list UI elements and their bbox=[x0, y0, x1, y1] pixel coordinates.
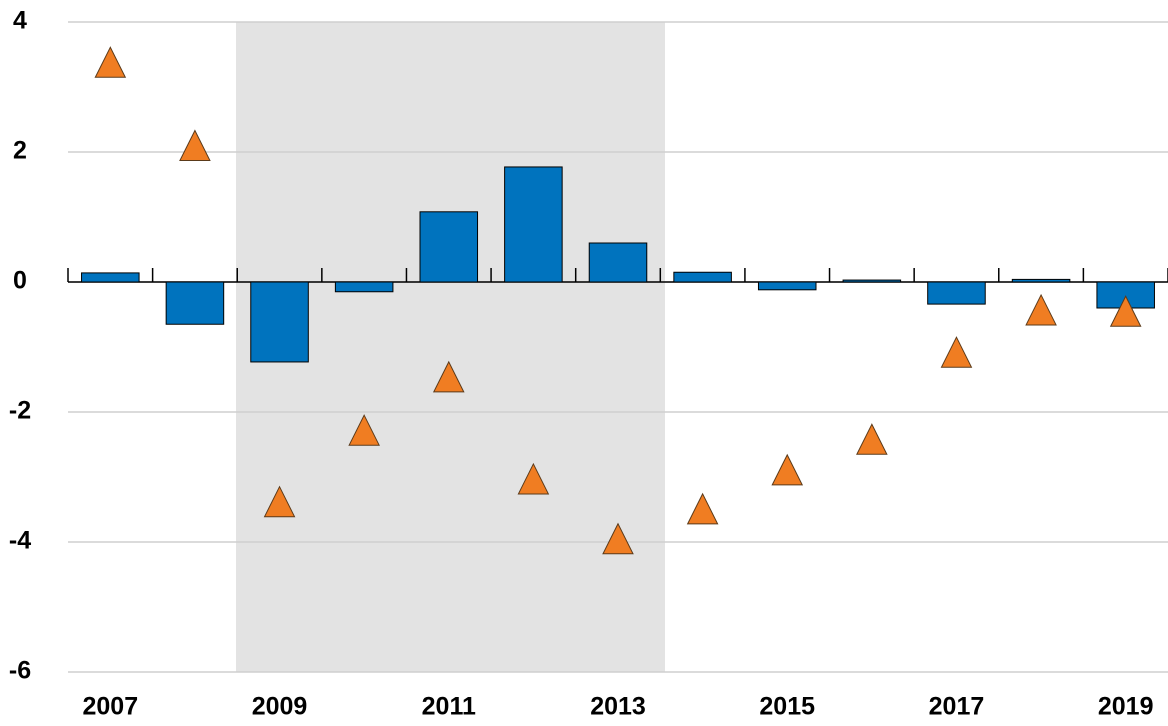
x-tick-label: 2011 bbox=[422, 693, 476, 721]
bar bbox=[673, 271, 732, 283]
bar bbox=[504, 166, 563, 283]
triangle-marker bbox=[263, 485, 296, 518]
y-tick-label: 2 bbox=[13, 137, 27, 165]
triangle-marker bbox=[602, 522, 634, 555]
y-tick-label: 0 bbox=[13, 267, 27, 295]
triangle-marker bbox=[179, 129, 211, 161]
triangle-marker bbox=[856, 423, 888, 455]
triangle-marker bbox=[771, 453, 804, 486]
triangle-marker bbox=[1025, 293, 1057, 326]
x-tick-label: 2015 bbox=[759, 693, 815, 721]
triangle-marker bbox=[432, 360, 465, 393]
x-tick-label: 2009 bbox=[252, 693, 308, 721]
triangle-marker bbox=[517, 462, 550, 495]
bar bbox=[81, 272, 140, 283]
bar bbox=[250, 281, 309, 363]
x-tick-label: 2007 bbox=[82, 693, 138, 721]
x-tick-label: 2019 bbox=[1098, 693, 1154, 721]
bar bbox=[1011, 278, 1071, 283]
bar bbox=[165, 281, 225, 325]
triangle-marker bbox=[348, 414, 380, 446]
triangle-marker bbox=[686, 492, 719, 525]
y-tick-label: -6 bbox=[9, 657, 31, 685]
bar bbox=[757, 281, 817, 291]
y-tick-label: -4 bbox=[9, 527, 31, 555]
bar bbox=[842, 279, 902, 283]
bar bbox=[419, 211, 479, 283]
bar bbox=[588, 242, 648, 283]
triangle-marker bbox=[94, 46, 127, 78]
bar bbox=[927, 281, 986, 305]
y-tick-label: -2 bbox=[9, 397, 31, 425]
triangle-marker bbox=[940, 336, 973, 368]
y-tick-label: 4 bbox=[13, 7, 27, 35]
x-tick-label: 2013 bbox=[590, 693, 646, 721]
bar bbox=[334, 281, 394, 293]
x-tick-label: 2017 bbox=[929, 693, 985, 721]
triangle-marker bbox=[1109, 295, 1142, 327]
